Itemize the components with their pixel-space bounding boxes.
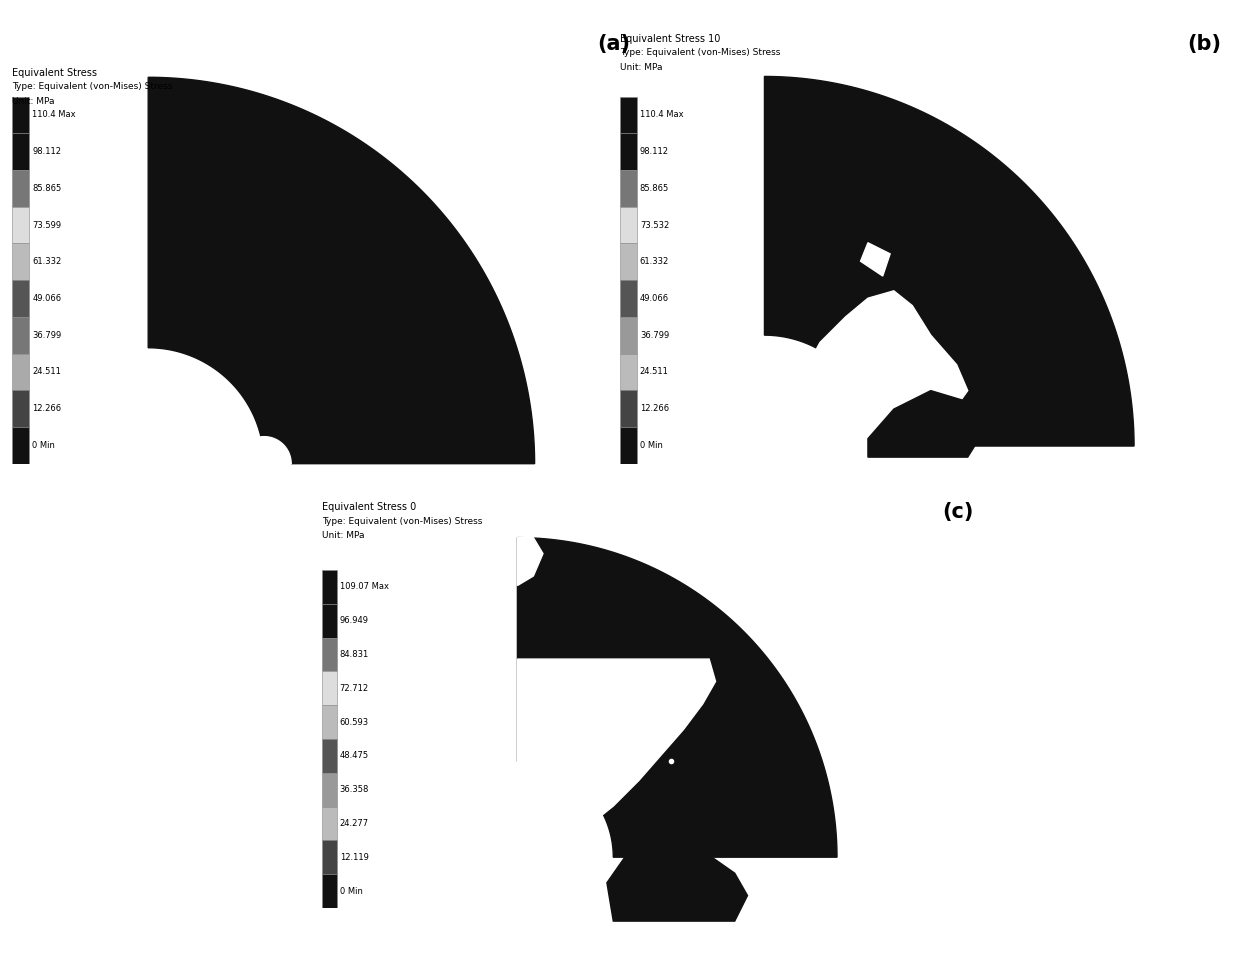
Bar (12, 354, 29, 390)
Bar (322, 671, 337, 705)
Text: 24.277: 24.277 (340, 819, 368, 828)
Polygon shape (868, 390, 986, 457)
Polygon shape (764, 291, 967, 446)
Text: 61.332: 61.332 (640, 257, 670, 267)
Polygon shape (861, 242, 890, 276)
Polygon shape (606, 841, 748, 922)
Text: 0 Min: 0 Min (640, 440, 662, 450)
Bar (620, 317, 636, 354)
Text: Unit: MPa: Unit: MPa (12, 97, 55, 105)
Text: Type: Equivalent (von-Mises) Stress: Type: Equivalent (von-Mises) Stress (322, 517, 482, 526)
Bar (620, 427, 636, 464)
Text: Type: Equivalent (von-Mises) Stress: Type: Equivalent (von-Mises) Stress (620, 48, 780, 57)
Bar (620, 390, 636, 427)
Text: 12.266: 12.266 (32, 404, 61, 413)
Text: (c): (c) (942, 502, 973, 523)
Bar (12, 133, 29, 170)
Bar (322, 874, 337, 908)
Bar (322, 638, 337, 671)
Text: 85.865: 85.865 (640, 184, 670, 193)
Text: 24.511: 24.511 (640, 367, 668, 377)
Text: 72.712: 72.712 (340, 684, 368, 693)
Bar (322, 705, 337, 739)
Text: 110.4 Max: 110.4 Max (640, 110, 683, 120)
Polygon shape (517, 538, 543, 585)
Polygon shape (149, 77, 534, 464)
Bar (12, 390, 29, 427)
Bar (12, 243, 29, 280)
Text: 49.066: 49.066 (640, 294, 668, 303)
Bar (322, 570, 337, 604)
Polygon shape (237, 437, 291, 464)
Text: 110.4 Max: 110.4 Max (32, 110, 76, 120)
Text: Type: Equivalent (von-Mises) Stress: Type: Equivalent (von-Mises) Stress (12, 82, 172, 91)
Text: (a): (a) (598, 34, 630, 54)
Bar (322, 604, 337, 638)
Text: 36.799: 36.799 (32, 330, 62, 340)
Bar (322, 773, 337, 807)
Bar (322, 807, 337, 840)
Text: 109.07 Max: 109.07 Max (340, 582, 389, 591)
Bar (620, 170, 636, 207)
Bar (12, 317, 29, 354)
Polygon shape (517, 538, 837, 857)
Text: 96.949: 96.949 (340, 616, 368, 625)
Text: Equivalent Stress: Equivalent Stress (12, 68, 98, 77)
Text: 48.475: 48.475 (340, 752, 368, 760)
Text: 12.119: 12.119 (340, 853, 368, 862)
Bar (620, 280, 636, 317)
Bar (620, 207, 636, 243)
Polygon shape (517, 659, 715, 857)
Bar (12, 170, 29, 207)
Bar (12, 280, 29, 317)
Text: 24.511: 24.511 (32, 367, 61, 377)
Bar (322, 739, 337, 773)
Text: 84.831: 84.831 (340, 650, 370, 659)
Text: 61.332: 61.332 (32, 257, 62, 267)
Bar (620, 243, 636, 280)
Bar (322, 840, 337, 874)
Text: Unit: MPa: Unit: MPa (322, 531, 365, 540)
Polygon shape (764, 76, 1135, 446)
Bar (620, 97, 636, 133)
Text: Equivalent Stress 10: Equivalent Stress 10 (620, 34, 720, 43)
Text: 73.599: 73.599 (32, 220, 61, 230)
Text: 0 Min: 0 Min (340, 887, 362, 895)
Text: Unit: MPa: Unit: MPa (620, 63, 662, 71)
Bar (620, 133, 636, 170)
Bar (12, 207, 29, 243)
Text: 85.865: 85.865 (32, 184, 62, 193)
Text: 73.532: 73.532 (640, 220, 670, 230)
Bar (12, 427, 29, 464)
Text: 12.266: 12.266 (640, 404, 668, 413)
Text: 0 Min: 0 Min (32, 440, 55, 450)
Text: 60.593: 60.593 (340, 718, 368, 726)
Text: 36.358: 36.358 (340, 785, 370, 794)
Bar (620, 354, 636, 390)
Text: 98.112: 98.112 (640, 147, 668, 156)
Text: 98.112: 98.112 (32, 147, 61, 156)
Bar (12, 97, 29, 133)
Text: Equivalent Stress 0: Equivalent Stress 0 (322, 502, 417, 512)
Text: 36.799: 36.799 (640, 330, 670, 340)
Text: (b): (b) (1188, 34, 1221, 54)
Text: 49.066: 49.066 (32, 294, 61, 303)
